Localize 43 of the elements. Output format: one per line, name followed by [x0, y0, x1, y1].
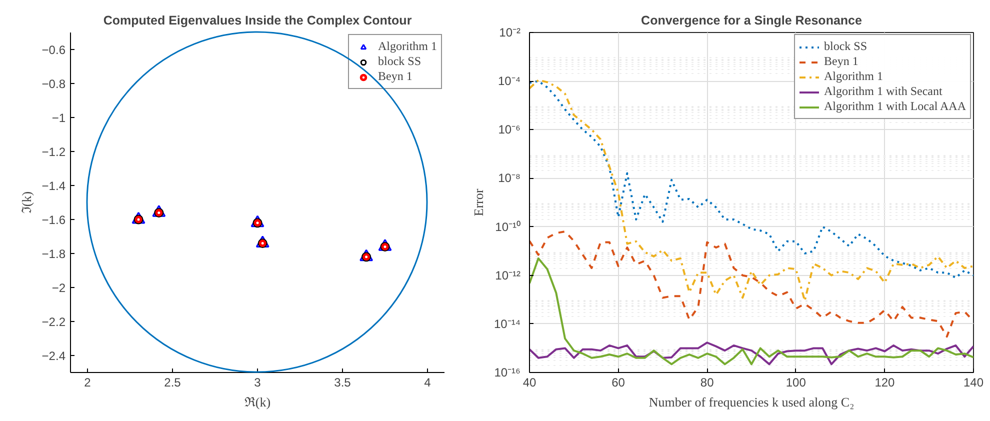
y-tick-label: −1.2: [42, 145, 66, 159]
y-tick-label: −2: [52, 281, 66, 295]
chart-title: Computed Eigenvalues Inside the Complex Contour: [103, 14, 412, 28]
y-tick-label: −2.2: [42, 315, 66, 329]
y-tick-label: −1: [52, 111, 66, 125]
x-tick-label: 80: [700, 376, 714, 390]
legend-label: Beyn 1: [824, 54, 858, 69]
x-axis-title: Number of frequencies k used along C₂: [648, 394, 854, 410]
y-axis-title: Error: [471, 188, 486, 216]
legend-label: Algorithm 1: [378, 39, 437, 54]
x-tick-label: 140: [963, 376, 984, 390]
x-tick-label: 40: [522, 376, 536, 390]
y-tick-label: 10⁻⁴: [498, 74, 521, 88]
legend-label: block SS: [824, 39, 868, 54]
x-tick-label: 3: [254, 376, 262, 390]
y-tick-label: −0.6: [42, 43, 66, 57]
chart-title: Convergence for a Single Resonance: [641, 14, 862, 28]
x-tick-label: 2: [84, 376, 92, 390]
y-tick-label: 10⁻¹²: [495, 268, 521, 282]
x-tick-label: 3.5: [334, 376, 352, 390]
legend-label: Algorithm 1 with Local AAA: [824, 99, 966, 114]
y-tick-label: −0.8: [42, 77, 66, 91]
legend-label: Beyn 1: [378, 69, 412, 84]
x-tick-label: 120: [874, 376, 896, 390]
y-tick-label: 10⁻⁸: [498, 171, 521, 186]
legend-label: Algorithm 1 with Secant: [824, 84, 942, 99]
y-tick-label: 10⁻⁶: [498, 122, 521, 137]
y-tick-label: 10⁻²: [499, 26, 521, 40]
y-tick-label: −2.4: [42, 349, 66, 363]
x-tick-label: 60: [612, 376, 626, 390]
y-tick-label: −1.8: [42, 247, 66, 261]
x-axis-title: ℜ(k): [244, 394, 271, 410]
y-tick-label: −1.6: [42, 213, 66, 227]
x-tick-label: 2.5: [164, 376, 182, 390]
y-tick-label: 10⁻¹⁴: [494, 316, 520, 331]
legend-label: block SS: [378, 54, 422, 69]
y-tick-label: −1.4: [42, 179, 66, 193]
x-tick-label: 100: [786, 376, 806, 390]
y-tick-label: 10⁻¹⁶: [494, 366, 521, 380]
legend-label: Algorithm 1: [824, 69, 884, 84]
y-tick-label: 10⁻¹⁰: [495, 220, 520, 234]
y-axis-title: ℑ(k): [18, 191, 34, 214]
x-tick-label: 4: [424, 376, 432, 390]
